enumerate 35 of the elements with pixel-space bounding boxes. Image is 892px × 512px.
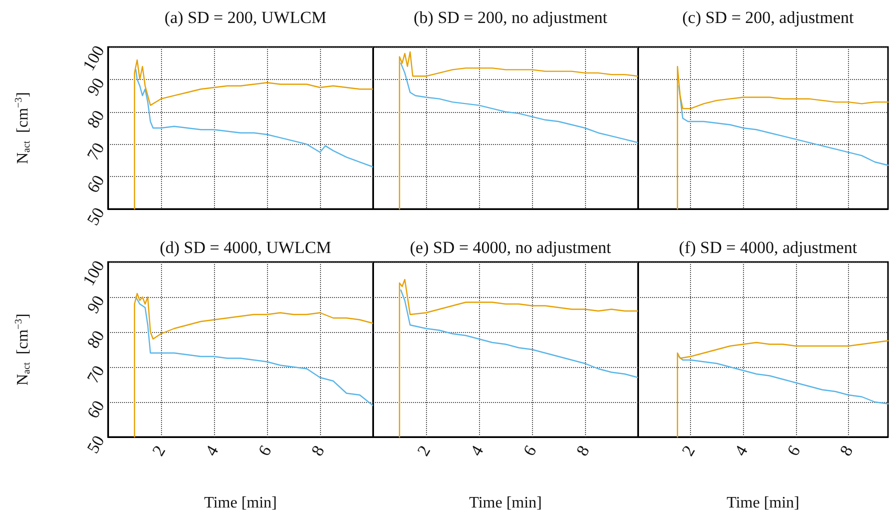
chart-title: (a) SD = 200, UWLCM — [164, 8, 327, 27]
chart-title: (f) SD = 4000, adjustment — [678, 238, 858, 257]
x-tick-label: 2 — [148, 442, 170, 460]
y-tick-label: 90 — [83, 292, 108, 316]
y-tick-label: 50 — [83, 204, 108, 228]
x-tick-label: 6 — [254, 442, 276, 460]
x-tick-label: 8 — [572, 442, 594, 460]
y-tick-label: 80 — [83, 327, 108, 352]
x-tick-label: 4 — [202, 442, 222, 460]
x-tick-label: 6 — [783, 442, 804, 460]
y-axis-title: Nact [cm−3] — [14, 92, 32, 164]
y-tick-label: 90 — [83, 74, 108, 99]
chart-title: (e) SD = 4000, no adjustment — [410, 238, 612, 257]
y-tick-label: 100 — [79, 42, 108, 74]
x-axis-title: Time [min] — [469, 494, 542, 512]
chart-title: (d) SD = 4000, UWLCM — [160, 238, 332, 257]
y-tick-label: 60 — [83, 172, 108, 196]
y-tick-label: 70 — [83, 139, 108, 164]
x-tick-label: 4 — [466, 442, 488, 460]
x-axis-title: Time [min] — [204, 494, 277, 512]
y-axis-title: Nact [cm−3] — [14, 313, 32, 386]
x-tick-label: 6 — [520, 442, 540, 460]
y-tick-label: 80 — [83, 107, 108, 132]
y-tick-label: 100 — [79, 257, 108, 289]
x-tick-label: 8 — [308, 442, 328, 460]
chart-title: (b) SD = 200, no adjustment — [414, 8, 608, 27]
x-tick-label: 2 — [414, 442, 434, 460]
y-tick-label: 60 — [83, 397, 108, 422]
chart-title: (c) SD = 200, adjustment — [682, 8, 854, 27]
x-tick-label: 4 — [730, 442, 752, 460]
x-tick-label: 8 — [836, 442, 857, 460]
x-axis-title: Time [min] — [726, 494, 800, 512]
x-tick-label: 2 — [678, 442, 699, 460]
y-tick-label: 50 — [83, 432, 108, 456]
y-tick-label: 70 — [83, 362, 108, 386]
